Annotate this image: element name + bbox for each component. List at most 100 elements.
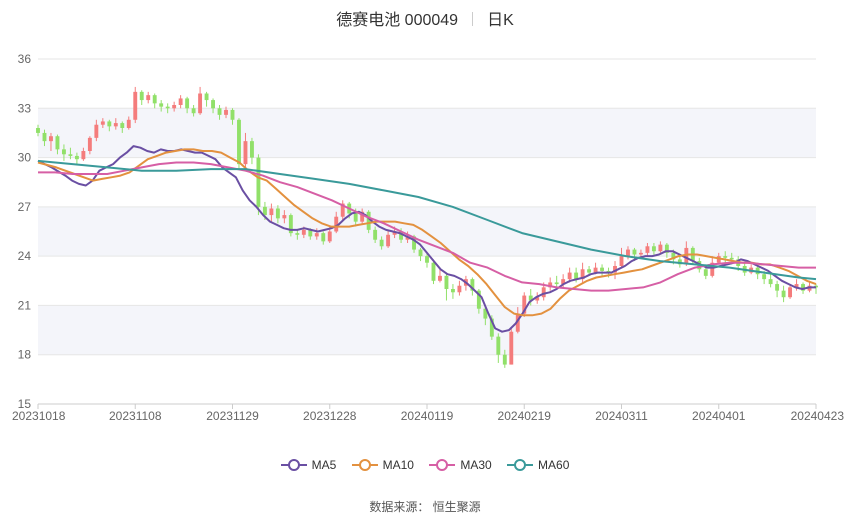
candle-body [444,275,449,289]
candle-body [107,121,112,127]
x-tick-label: 20231018 [12,409,66,423]
candle-body [275,208,280,219]
candle-body [366,211,371,230]
candle-body [418,249,423,257]
candle-body [353,213,358,222]
candle-body [74,155,79,160]
candle-body [651,246,656,252]
legend-item-ma60[interactable]: MA60 [507,458,569,472]
candle-body [405,236,410,240]
candle-body [587,269,592,273]
candle-body [801,284,805,291]
candle-body [658,244,663,252]
candle-body [94,124,99,138]
legend-label-ma60: MA60 [538,458,570,472]
candle-body [723,256,728,258]
candle-body [191,108,196,114]
x-tick-label: 20240219 [498,409,552,423]
candle-body [386,234,391,247]
candle-body [671,252,676,260]
candle-body [185,98,190,109]
candle-body [61,149,66,155]
candle-body [794,284,799,288]
candle-body [198,93,203,114]
candle-body [528,295,533,301]
candle-body [211,100,215,109]
candle-body [81,151,86,160]
legend-item-ma10[interactable]: MA10 [351,458,414,472]
candle-body [476,290,481,309]
y-tick-label: 21 [18,298,32,312]
candle-body [645,246,650,253]
legend-label-ma30: MA30 [460,458,492,472]
candle-body [619,256,624,266]
candle-body [55,136,60,150]
candle-body [768,279,773,285]
candle-body [49,136,53,142]
candle-body [626,249,630,257]
x-tick-label: 20231129 [206,409,259,423]
y-tick-label: 36 [18,52,32,66]
candle-body [379,239,384,247]
legend-item-ma30[interactable]: MA30 [429,458,492,472]
candle-body [509,331,514,365]
y-tick-label: 18 [18,348,32,362]
legend-symbol-icon [429,459,456,471]
candle-body [788,287,793,298]
candle-body [775,284,780,291]
candle-body [243,141,248,165]
ma-line-ma10 [37,148,817,317]
candle-body [237,119,241,165]
title-separator [472,12,474,26]
candle-body [68,154,73,156]
candle-body [133,91,138,120]
candle-body [567,272,572,280]
candle-body [632,249,637,255]
y-tick-label: 33 [18,101,32,115]
candle-body [152,95,157,104]
candle-body [412,236,416,250]
candle-body [450,289,455,293]
candle-body [729,257,734,260]
candle-body [710,262,715,276]
candle-body [301,229,306,235]
candle-body [321,233,326,242]
legend-label-ma10: MA10 [382,458,414,472]
legend-label-ma5: MA5 [311,458,337,472]
candle-body [250,141,254,158]
candle-body [593,267,598,273]
candle-body [425,256,429,263]
source-label: 数据来源： [369,500,430,514]
candle-body [87,137,92,151]
candle-body [554,282,559,285]
data-source: 数据来源： 恒生聚源 [0,498,850,515]
grid-band [38,305,816,355]
candle-body [36,128,40,133]
stock-title: 德赛电池 000049 [336,12,459,29]
ma-line-ma60 [37,159,817,281]
candle-body [288,215,293,234]
grid-band [38,108,816,158]
candle-body [308,229,313,237]
candle-body [781,290,786,298]
x-tick-label: 20240401 [692,409,746,423]
y-tick-label: 27 [18,200,32,214]
candle-body [677,259,682,265]
period-tab[interactable]: 日K [487,12,514,29]
candle-body [113,123,118,127]
candle-body [178,98,183,105]
legend-symbol-icon [507,459,534,471]
candle-body [314,233,319,237]
candle-body [340,203,345,217]
candle-body [295,233,300,235]
candle-body [165,106,170,109]
candle-body [256,157,261,207]
candle-body [126,119,131,128]
y-tick-label: 15 [18,397,32,411]
candle-body [399,231,404,240]
legend-item-ma5[interactable]: MA5 [280,458,337,472]
candle-body [392,231,397,235]
candle-body [172,105,177,109]
legend-symbol-icon [351,459,378,471]
candle-body [541,287,546,298]
